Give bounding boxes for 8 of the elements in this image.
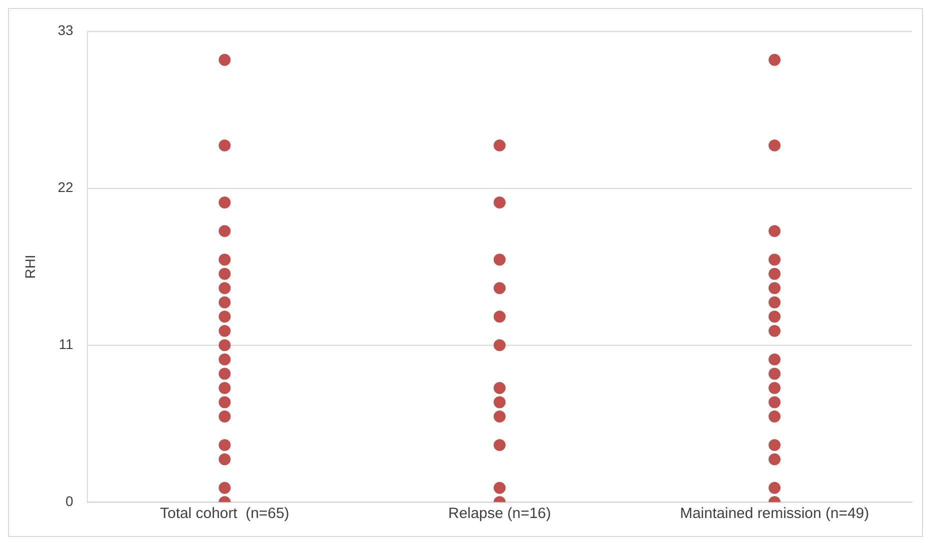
y-tick-label: 22 — [58, 179, 74, 196]
y-axis-title: RHI — [22, 254, 38, 279]
y-tick-label: 11 — [58, 336, 74, 352]
x-tick-label: Relapse (n=16) — [448, 505, 551, 522]
x-tick-label: Maintained remission (n=49) — [680, 505, 870, 522]
y-tick-label: 33 — [58, 22, 74, 38]
x-tick-label: Total cohort (n=65) — [160, 505, 290, 522]
y-tick-label: 0 — [65, 492, 74, 509]
